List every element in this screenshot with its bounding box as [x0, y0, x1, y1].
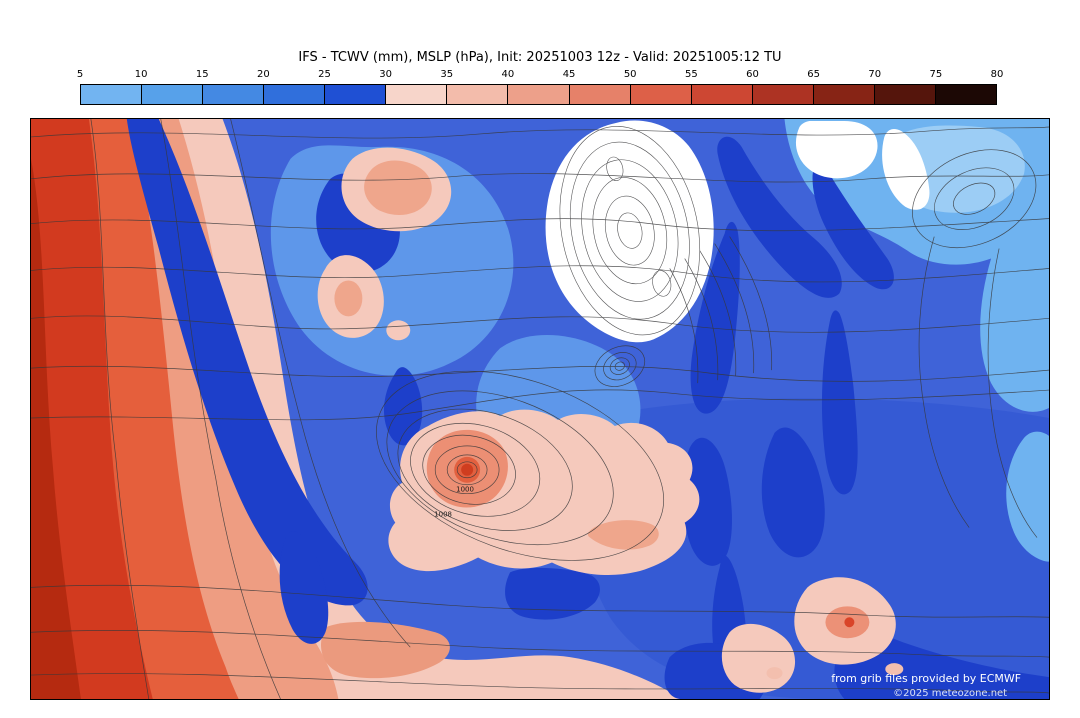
colorbar-segment: [752, 85, 814, 104]
colorbar-segment: [386, 85, 448, 104]
colorbar-tick: 65: [807, 69, 820, 80]
colorbar-segment: [691, 85, 753, 104]
colorbar-tick: 10: [134, 69, 148, 80]
colorbar-tick: 30: [379, 69, 393, 80]
map-frame: 1000 1008 from grib files provided by EC…: [30, 118, 1050, 700]
map-labels: 1000 1008 from grib files provided by EC…: [434, 486, 1021, 699]
colorbar-tick: 45: [562, 69, 576, 80]
colorbar-segment: [203, 85, 265, 104]
colorbar-tick: 70: [868, 69, 882, 80]
copyright-text: ©2025 meteozone.net: [893, 688, 1007, 699]
greenland-dry-region: [545, 120, 930, 343]
colorbar: 5 10 15 20 25 30 35 40 45 50 55 60 65 70 75 80: [76, 69, 1004, 105]
colorbar-segment: [142, 85, 204, 104]
colorbar-segment: [508, 85, 570, 104]
colorbar-tick: 5: [76, 69, 84, 80]
greenland-ice-white: [545, 120, 714, 343]
isobar-label-1008: 1008: [434, 511, 452, 519]
colorbar-tick: 40: [501, 69, 515, 80]
colorbar-tick: 55: [684, 69, 698, 80]
colorbar-tick: 75: [929, 69, 943, 80]
colorbar-segment: [935, 85, 996, 104]
colorbar-segment: [325, 85, 387, 104]
colorbar-tick-labels: 5 10 15 20 25 30 35 40 45 50 55 60 65 70 75 80: [76, 69, 1004, 83]
colorbar-segment: [447, 85, 509, 104]
colorbar-tick: 20: [257, 69, 270, 80]
colorbar-segment: [874, 85, 936, 104]
colorbar-segment: [813, 85, 875, 104]
mslp-isobar-lines: [31, 119, 1049, 699]
greenland-terrain-contours: [559, 126, 701, 336]
isobar-label-1000: 1000: [456, 486, 474, 494]
colorbar-tick: 80: [990, 69, 1004, 80]
colorbar-segment: [264, 85, 326, 104]
tcwv-pink-systems: [317, 147, 904, 693]
colorbar-tick: 50: [623, 69, 637, 80]
colorbar-segment: [81, 85, 143, 104]
colorbar-segment: [630, 85, 692, 104]
colorbar-tick: 15: [195, 69, 209, 80]
colorbar-gradient: [80, 84, 997, 105]
weather-map-svg: 1000 1008 from grib files provided by EC…: [31, 119, 1049, 699]
page-title: IFS - TCWV (mm), MSLP (hPa), Init: 20251…: [298, 50, 782, 65]
mediterranean-low-core: [844, 617, 855, 628]
attribution-text: from grib files provided by ECMWF: [831, 672, 1021, 685]
colorbar-tick: 60: [746, 69, 759, 80]
colorbar-tick: 35: [440, 69, 454, 80]
colorbar-segment: [569, 85, 631, 104]
colorbar-tick: 25: [318, 69, 331, 80]
